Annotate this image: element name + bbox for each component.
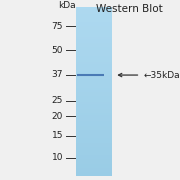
Bar: [76, 163, 112, 166]
Bar: [76, 81, 112, 83]
Bar: [76, 75, 112, 77]
Bar: [76, 60, 112, 62]
Text: 25: 25: [52, 96, 63, 105]
Bar: [76, 36, 112, 39]
Bar: [76, 49, 112, 52]
Bar: [76, 17, 112, 20]
Bar: [76, 136, 112, 138]
Bar: [76, 45, 112, 47]
Bar: [76, 168, 112, 170]
Bar: [76, 132, 112, 134]
Text: 75: 75: [51, 22, 63, 31]
Bar: [76, 165, 112, 168]
Bar: [76, 87, 112, 90]
Bar: [76, 127, 112, 130]
Text: ←35kDa: ←35kDa: [144, 71, 180, 80]
Bar: [76, 7, 112, 9]
Bar: [76, 20, 112, 22]
Bar: [76, 138, 112, 140]
Text: 20: 20: [52, 112, 63, 121]
Bar: [76, 151, 112, 153]
Bar: [76, 43, 112, 45]
Bar: [76, 32, 112, 35]
Bar: [76, 130, 112, 132]
Text: 37: 37: [51, 70, 63, 79]
Bar: [76, 47, 112, 50]
Bar: [76, 62, 112, 64]
Bar: [76, 113, 112, 115]
Bar: [76, 72, 112, 75]
Bar: [76, 153, 112, 155]
Bar: [76, 55, 112, 58]
Bar: [76, 106, 112, 109]
Bar: [76, 64, 112, 66]
Text: 15: 15: [51, 131, 63, 140]
Bar: [76, 111, 112, 113]
Bar: [76, 108, 112, 111]
Bar: [76, 98, 112, 100]
Bar: [76, 13, 112, 16]
Bar: [76, 123, 112, 126]
Bar: [76, 117, 112, 119]
Bar: [76, 15, 112, 18]
Bar: [76, 125, 112, 128]
Bar: [76, 170, 112, 172]
Bar: [76, 39, 112, 41]
Bar: [76, 51, 112, 54]
Bar: [76, 144, 112, 147]
Bar: [76, 94, 112, 96]
Bar: [76, 147, 112, 149]
Bar: [76, 157, 112, 159]
Bar: [76, 159, 112, 162]
Text: 10: 10: [51, 153, 63, 162]
Bar: [76, 22, 112, 24]
Bar: [76, 24, 112, 26]
Bar: [76, 11, 112, 14]
Bar: [76, 66, 112, 69]
Bar: [76, 155, 112, 157]
Text: Western Blot: Western Blot: [96, 4, 163, 15]
Bar: [76, 83, 112, 86]
Bar: [76, 85, 112, 88]
Text: 50: 50: [51, 46, 63, 55]
Bar: [76, 89, 112, 92]
Bar: [76, 41, 112, 43]
Bar: [76, 79, 112, 81]
Bar: [76, 91, 112, 94]
Bar: [76, 96, 112, 98]
Text: kDa: kDa: [58, 1, 75, 10]
Bar: [76, 102, 112, 104]
Bar: [76, 161, 112, 164]
Bar: [76, 34, 112, 37]
Bar: [76, 148, 112, 151]
Bar: [76, 104, 112, 107]
Bar: [76, 26, 112, 28]
Bar: [76, 121, 112, 123]
Bar: [76, 28, 112, 30]
Bar: [76, 70, 112, 73]
Bar: [76, 9, 112, 12]
Bar: [76, 68, 112, 71]
Bar: [76, 172, 112, 174]
Bar: [76, 119, 112, 121]
Bar: [76, 30, 112, 33]
Bar: [76, 140, 112, 143]
Bar: [76, 58, 112, 60]
Bar: [76, 174, 112, 176]
Bar: [76, 134, 112, 136]
Bar: [76, 77, 112, 79]
Bar: [76, 115, 112, 117]
Bar: [76, 142, 112, 145]
Bar: [76, 100, 112, 102]
Bar: [76, 53, 112, 56]
